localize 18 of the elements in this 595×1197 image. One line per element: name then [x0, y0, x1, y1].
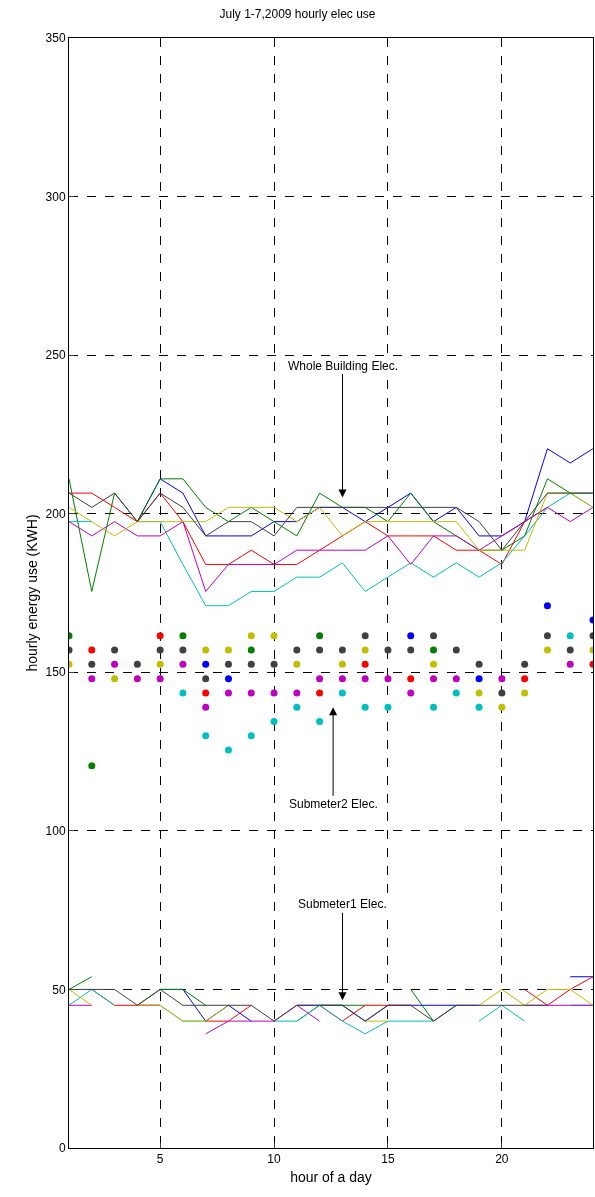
x-tick-label: 20: [495, 1152, 509, 1167]
x-tick-label: 10: [267, 1152, 282, 1167]
y-tick-label: 250: [45, 348, 66, 363]
y-tick-label: 150: [45, 665, 66, 680]
chart-title: July 1-7,2009 hourly elec use: [219, 6, 376, 21]
y-tick-label: 350: [45, 31, 66, 46]
y-axis-title: hourly energy use (KWH): [24, 514, 41, 672]
y-tick-label: 50: [52, 982, 66, 997]
annotation: Submeter2 Elec.: [289, 797, 378, 811]
x-tick-label: 5: [156, 1152, 164, 1167]
y-tick-label: 300: [45, 189, 66, 204]
annotation: Submeter1 Elec.: [298, 897, 387, 911]
y-tick-label: 0: [58, 1141, 66, 1156]
x-axis-title: hour of a day: [290, 1168, 372, 1185]
x-tick-label: 15: [381, 1152, 395, 1167]
y-tick-label: 100: [45, 824, 66, 839]
y-tick-label: 200: [45, 506, 66, 521]
annotation: Whole Building Elec.: [288, 359, 399, 373]
